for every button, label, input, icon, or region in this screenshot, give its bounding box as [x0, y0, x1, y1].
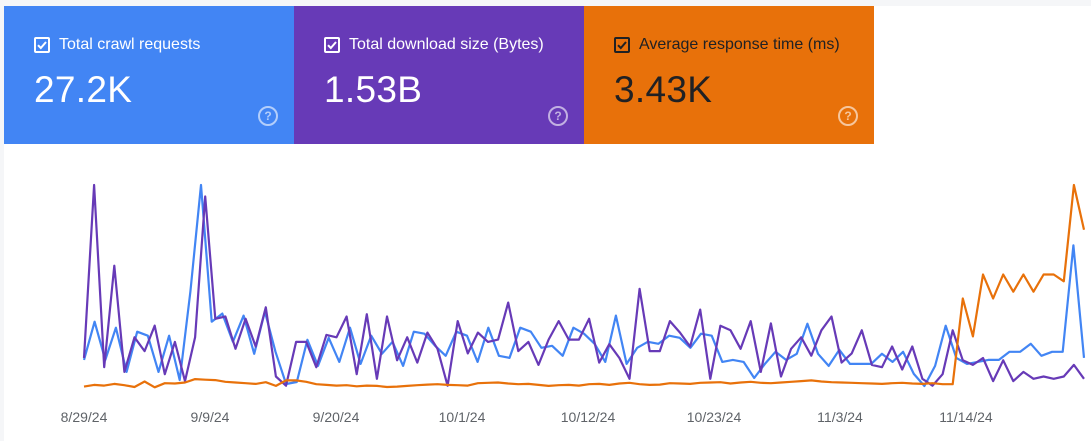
metric-value: 27.2K — [34, 69, 133, 110]
metric-label: Total crawl requests — [59, 36, 201, 53]
x-tick-label: 9/20/24 — [313, 409, 360, 425]
x-tick-label: 10/23/24 — [687, 409, 742, 425]
crawl-stats-panel: Total crawl requests 27.2K ? Total downl… — [4, 6, 1091, 441]
metric-card-total-crawl-requests[interactable]: Total crawl requests 27.2K ? — [4, 6, 294, 144]
series-line-download_size — [82, 183, 1085, 387]
checkbox-checked-icon[interactable] — [324, 37, 340, 53]
checkbox-checked-icon[interactable] — [614, 37, 630, 53]
x-tick-label: 8/29/24 — [61, 409, 108, 425]
x-tick-label: 11/14/24 — [939, 409, 993, 425]
metric-value: 1.53B — [324, 69, 423, 110]
checkbox-checked-icon[interactable] — [34, 37, 50, 53]
series-line-response_time — [83, 183, 1086, 389]
metric-label: Average response time (ms) — [639, 36, 840, 53]
x-tick-label: 10/1/24 — [439, 409, 486, 425]
x-tick-label: 11/3/24 — [817, 409, 863, 425]
metric-card-average-response-time[interactable]: Average response time (ms) 3.43K ? — [584, 6, 874, 144]
x-tick-label: 9/9/24 — [191, 409, 230, 425]
metric-label: Total download size (Bytes) — [349, 36, 544, 53]
help-circle-icon[interactable]: ? — [838, 106, 858, 126]
help-circle-icon[interactable]: ? — [258, 106, 278, 126]
x-tick-label: 10/12/24 — [561, 409, 616, 425]
metric-value: 3.43K — [614, 69, 713, 110]
series-line-crawl_requests — [82, 183, 1086, 388]
help-circle-icon[interactable]: ? — [548, 106, 568, 126]
metric-card-total-download-size[interactable]: Total download size (Bytes) 1.53B ? — [294, 6, 584, 144]
